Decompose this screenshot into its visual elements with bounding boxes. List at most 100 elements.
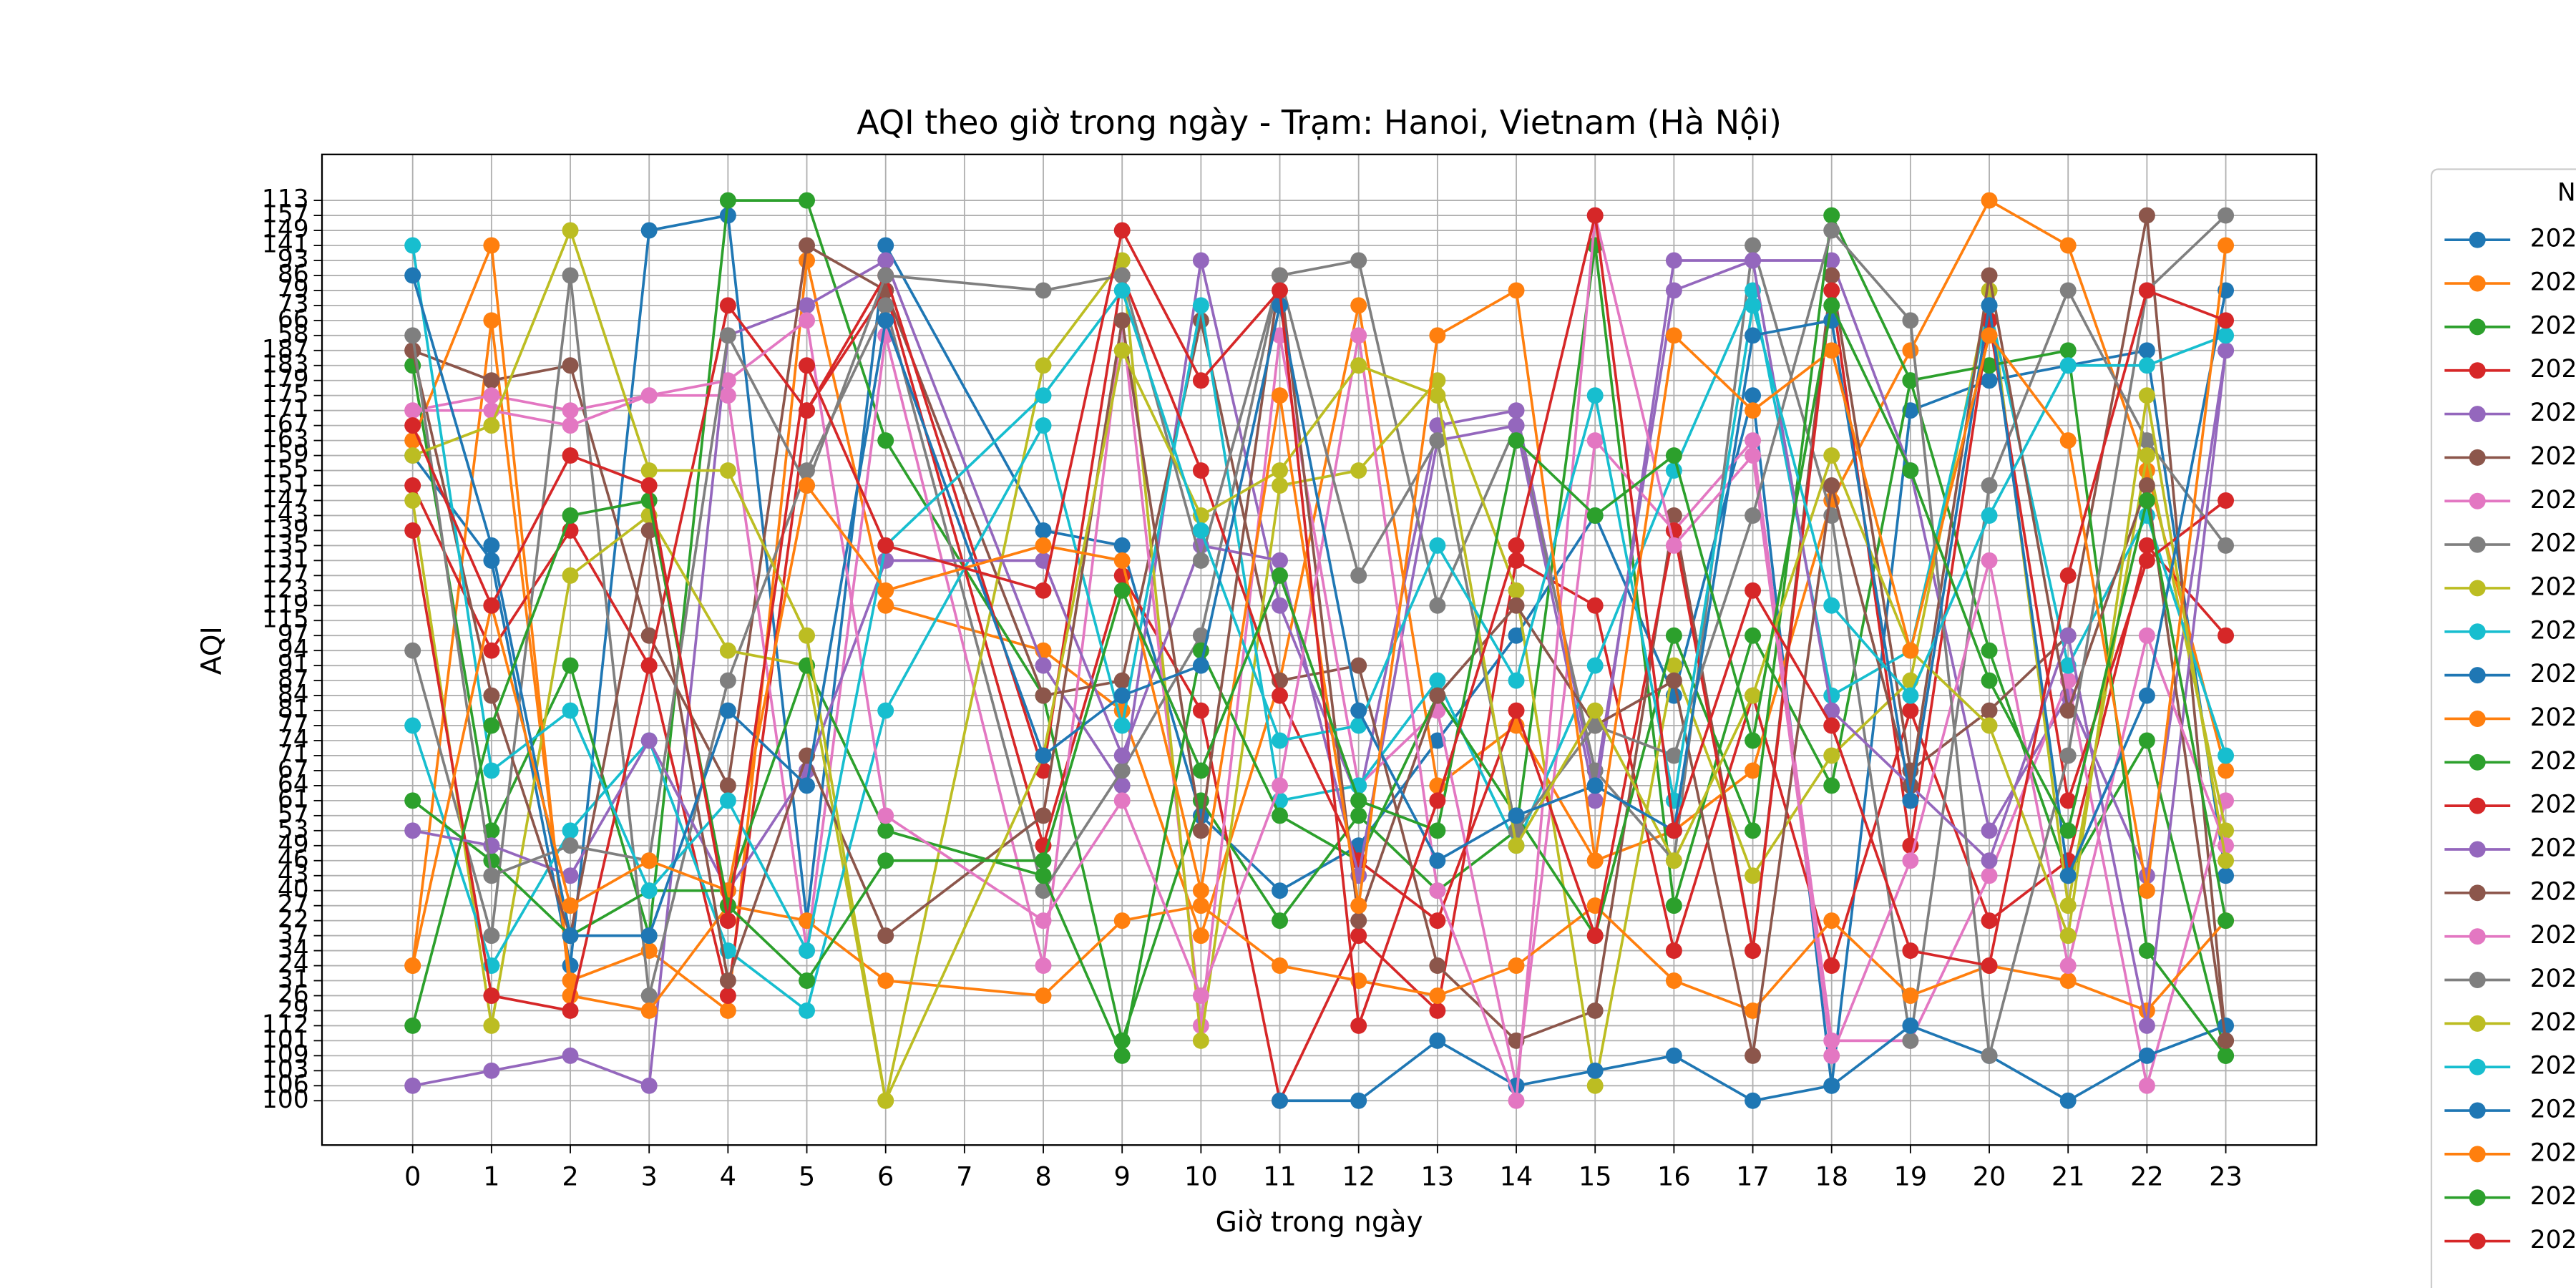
data-point — [1665, 627, 1682, 644]
legend-label: 2025-01-16 — [2530, 877, 2576, 906]
data-point — [2059, 342, 2077, 359]
data-point — [1902, 942, 1919, 960]
data-point — [1272, 462, 1289, 479]
data-point — [1035, 417, 1052, 434]
data-point — [1192, 372, 1209, 389]
legend-marker — [2469, 884, 2486, 902]
data-point — [1350, 657, 1367, 674]
data-point — [1350, 567, 1367, 584]
data-point — [1745, 942, 1762, 960]
legend-label: 2025-01-22 — [2530, 1138, 2576, 1167]
data-point — [1586, 432, 1604, 449]
legend-marker — [2469, 492, 2486, 509]
data-point — [877, 297, 894, 314]
data-point — [719, 297, 736, 314]
x-tick-label: 1 — [483, 1161, 499, 1192]
data-point — [799, 627, 816, 644]
axes-frame — [321, 153, 2318, 1146]
data-point — [1981, 327, 1998, 344]
data-point — [562, 1047, 579, 1064]
y-tick-label: 40 — [278, 875, 309, 904]
data-point — [2218, 852, 2235, 869]
data-point — [1350, 252, 1367, 269]
data-point — [1745, 732, 1762, 749]
data-point — [1981, 372, 1998, 389]
legend-frame — [2430, 168, 2576, 1288]
data-point — [1586, 702, 1604, 719]
data-point — [1823, 267, 1840, 284]
data-point — [1981, 1047, 1998, 1064]
data-point — [640, 462, 658, 479]
data-point — [1429, 792, 1446, 809]
data-point — [1035, 687, 1052, 704]
legend-marker — [2469, 406, 2486, 423]
data-point — [483, 597, 500, 614]
legend-marker — [2469, 928, 2486, 945]
data-point — [719, 1002, 736, 1019]
data-point — [1981, 852, 1998, 869]
data-point — [1586, 927, 1604, 945]
data-point — [1113, 252, 1131, 269]
y-tick-label: 163 — [262, 425, 309, 454]
data-point — [1745, 1092, 1762, 1109]
data-point — [1350, 702, 1367, 719]
data-point — [1035, 357, 1052, 374]
data-point — [1350, 1092, 1367, 1109]
y-tick-label: 101 — [262, 1025, 309, 1054]
data-point — [1586, 852, 1604, 869]
data-point — [1192, 657, 1209, 674]
data-point — [1745, 687, 1762, 704]
x-tick-label: 3 — [641, 1161, 658, 1192]
data-point — [719, 777, 736, 794]
data-point — [1035, 957, 1052, 975]
data-point — [1745, 297, 1762, 314]
data-point — [1508, 402, 1525, 419]
data-point — [1113, 282, 1131, 299]
data-point — [2218, 747, 2235, 764]
data-point — [1823, 447, 1840, 464]
data-point — [1823, 1077, 1840, 1094]
data-point — [1665, 747, 1682, 764]
data-point — [1272, 282, 1289, 299]
data-point — [877, 432, 894, 449]
data-point — [1586, 717, 1604, 734]
y-tick-label: 74 — [278, 726, 309, 754]
data-point — [1429, 1002, 1446, 1019]
y-tick-label: 179 — [262, 365, 309, 394]
data-point — [1272, 567, 1289, 584]
data-point — [877, 807, 894, 824]
data-point — [1665, 447, 1682, 464]
data-point — [1508, 417, 1525, 434]
data-point — [1429, 537, 1446, 554]
data-point — [404, 402, 421, 419]
data-point — [562, 927, 579, 945]
y-tick-label: 183 — [262, 350, 309, 379]
data-point — [1823, 717, 1840, 734]
data-point — [1745, 762, 1762, 779]
data-point — [1429, 597, 1446, 614]
data-point — [1508, 957, 1525, 975]
data-point — [562, 822, 579, 839]
data-point — [799, 192, 816, 209]
x-tick-label: 12 — [1342, 1161, 1375, 1192]
data-point — [1350, 462, 1367, 479]
data-point — [2138, 732, 2155, 749]
data-point — [799, 477, 816, 494]
data-point — [483, 762, 500, 779]
data-point — [562, 222, 579, 239]
legend-marker — [2469, 1058, 2486, 1075]
y-tick-label: 151 — [262, 470, 309, 499]
data-point — [483, 717, 500, 734]
data-point — [1035, 537, 1052, 554]
data-point — [562, 702, 579, 719]
y-tick-label: 86 — [278, 260, 309, 288]
data-point — [2218, 1017, 2235, 1034]
data-point — [1745, 507, 1762, 524]
data-point — [1508, 837, 1525, 854]
legend-label: 2025-01-05 — [2530, 399, 2576, 427]
data-point — [1981, 717, 1998, 734]
data-point — [562, 402, 579, 419]
data-point — [1823, 282, 1840, 299]
y-tick-label: 135 — [262, 530, 309, 559]
